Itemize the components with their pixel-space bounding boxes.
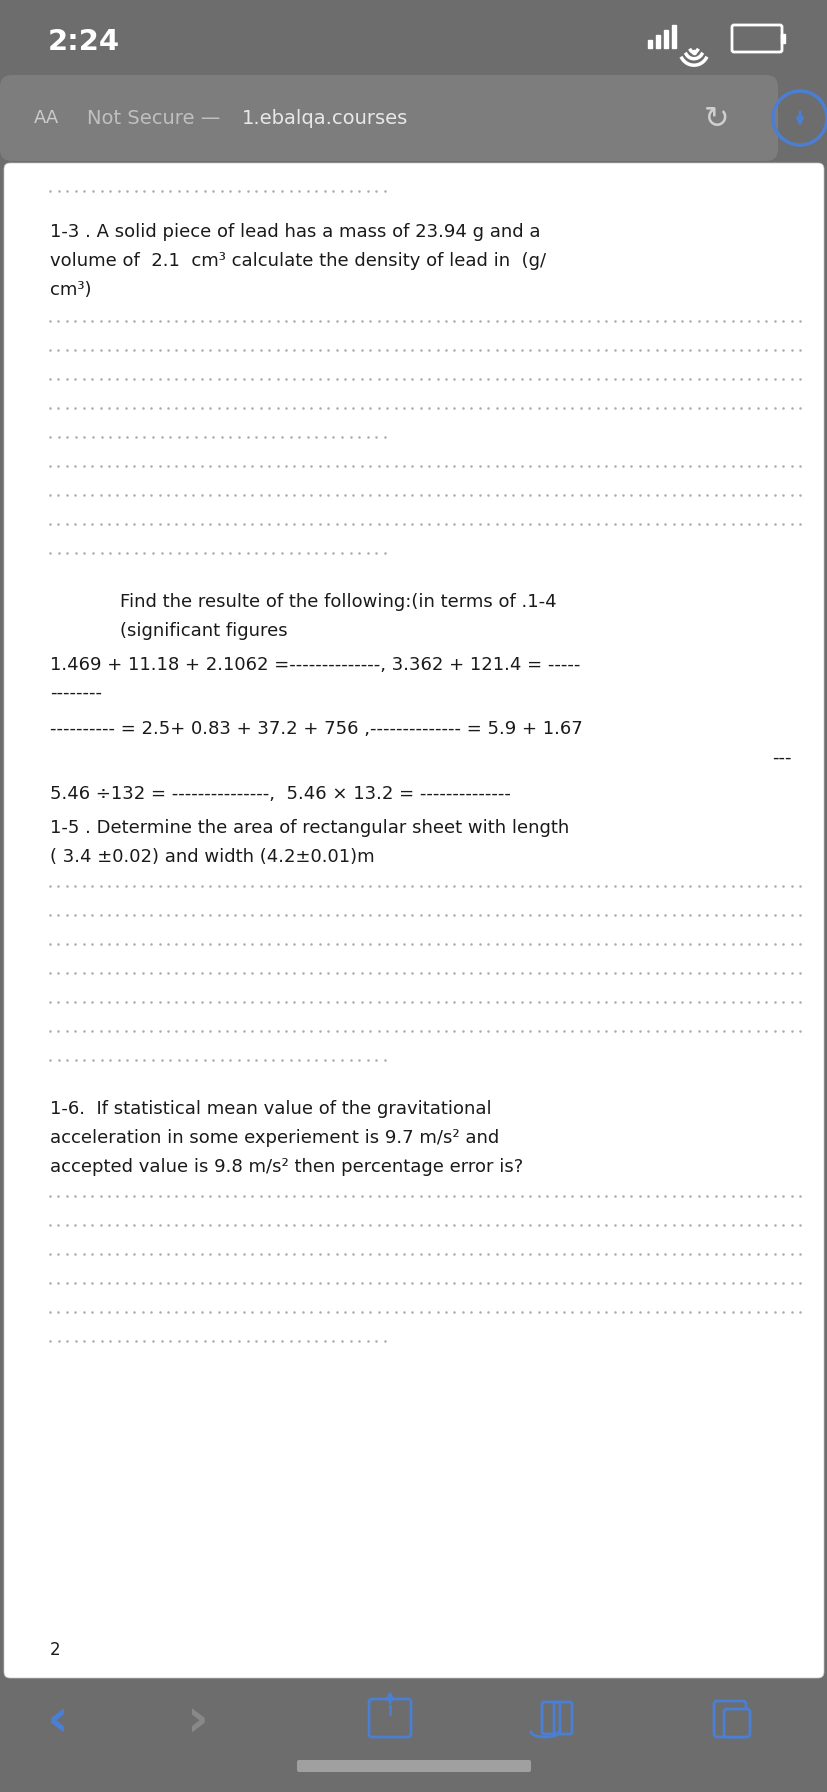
Text: 1.ebalqa.courses: 1.ebalqa.courses [241, 109, 408, 127]
Text: 1-6.  If statistical mean value of the gravitational: 1-6. If statistical mean value of the gr… [50, 1100, 491, 1118]
Text: acceleration in some experiement is 9.7 m/s² and: acceleration in some experiement is 9.7 … [50, 1129, 499, 1147]
Text: cm³): cm³) [50, 281, 92, 299]
Text: accepted value is 9.8 m/s² then percentage error is?: accepted value is 9.8 m/s² then percenta… [50, 1158, 523, 1176]
Text: ( 3.4 ±0.02) and width (4.2±0.01)m: ( 3.4 ±0.02) and width (4.2±0.01)m [50, 848, 374, 866]
Text: 1.469 + 11.18 + 2.1062 =--------------, 3.362 + 121.4 = -----: 1.469 + 11.18 + 2.1062 =--------------, … [50, 656, 580, 674]
Text: 1-3 . A solid piece of lead has a mass of 23.94 g and a: 1-3 . A solid piece of lead has a mass o… [50, 222, 540, 240]
Bar [0, 0, 827, 75]
Text: --------: -------- [50, 685, 102, 702]
Text: ‹: ‹ [47, 1695, 69, 1747]
Text: 2:24: 2:24 [48, 29, 120, 56]
Text: (significant figures: (significant figures [120, 622, 287, 640]
Text: 1-5 . Determine the area of rectangular sheet with length: 1-5 . Determine the area of rectangular … [50, 819, 569, 837]
Bar [663, 30, 667, 48]
Text: Find the resulte of the following:(in terms of .1-4: Find the resulte of the following:(in te… [120, 593, 556, 611]
Text: ---------- = 2.5+ 0.83 + 37.2 + 756 ,-------------- = 5.9 + 1.67: ---------- = 2.5+ 0.83 + 37.2 + 756 ,---… [50, 720, 582, 738]
Bar [0, 75, 827, 165]
Text: 2: 2 [50, 1641, 60, 1659]
Text: AA: AA [34, 109, 60, 127]
FancyBboxPatch shape [0, 75, 777, 161]
Bar [780, 34, 784, 43]
Bar [648, 39, 651, 48]
Bar [672, 25, 675, 48]
FancyBboxPatch shape [297, 1760, 530, 1772]
Text: ---: --- [772, 749, 791, 767]
Text: Not Secure —: Not Secure — [87, 109, 227, 127]
Text: volume of  2.1  cm³ calculate the density of lead in  (g/: volume of 2.1 cm³ calculate the density … [50, 253, 546, 271]
Text: ›: › [187, 1695, 208, 1747]
Text: 5.46 ÷132 = ---------------,  5.46 × 13.2 = --------------: 5.46 ÷132 = ---------------, 5.46 × 13.2… [50, 785, 510, 803]
Text: ↻: ↻ [702, 104, 728, 133]
FancyBboxPatch shape [723, 1710, 749, 1736]
FancyBboxPatch shape [4, 163, 823, 1677]
Bar [0, 1679, 827, 1792]
Bar [655, 36, 659, 48]
